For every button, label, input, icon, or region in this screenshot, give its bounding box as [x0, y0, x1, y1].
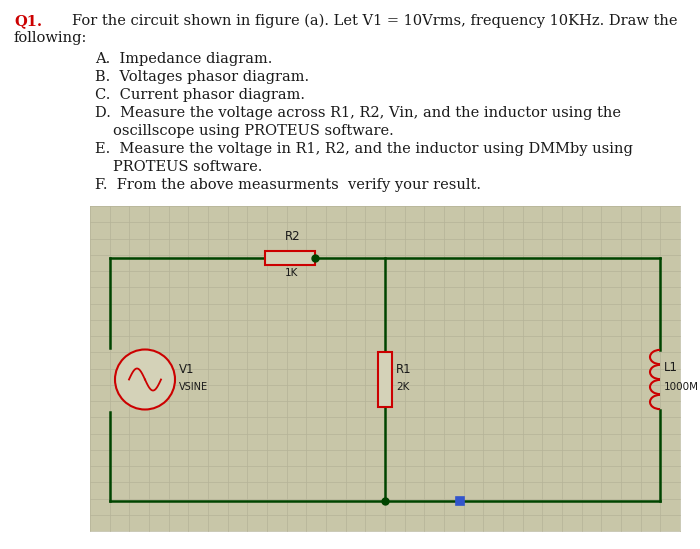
Text: C.  Current phasor diagram.: C. Current phasor diagram.: [95, 88, 305, 102]
Text: Q1.: Q1.: [14, 14, 42, 28]
Text: R2: R2: [285, 231, 300, 244]
Text: D.  Measure the voltage across R1, R2, Vin, and the inductor using the: D. Measure the voltage across R1, R2, Vi…: [95, 106, 621, 120]
Text: E.  Measure the voltage in R1, R2, and the inductor using DMMby using: E. Measure the voltage in R1, R2, and th…: [95, 142, 633, 156]
Text: 2K: 2K: [396, 383, 410, 393]
Text: oscillscope using PROTEUS software.: oscillscope using PROTEUS software.: [113, 124, 393, 138]
Text: R1: R1: [396, 363, 412, 376]
Bar: [378, 352, 392, 407]
Text: 1K: 1K: [285, 268, 298, 278]
Circle shape: [115, 350, 175, 410]
Text: L1: L1: [664, 361, 678, 374]
Text: V1: V1: [179, 363, 195, 376]
Text: For the circuit shown in figure (a). Let V1 = 10Vrms, frequency 10KHz. Draw the: For the circuit shown in figure (a). Let…: [72, 14, 678, 29]
Text: VSINE: VSINE: [179, 383, 208, 393]
Text: PROTEUS software.: PROTEUS software.: [113, 160, 262, 174]
Text: 1000M: 1000M: [664, 383, 699, 393]
Bar: [265, 251, 315, 265]
Bar: [90, 206, 680, 531]
Text: F.  From the above measurments  verify your result.: F. From the above measurments verify you…: [95, 178, 481, 192]
Text: following:: following:: [14, 31, 88, 45]
Text: A.  Impedance diagram.: A. Impedance diagram.: [95, 52, 272, 66]
Text: B.  Voltages phasor diagram.: B. Voltages phasor diagram.: [95, 70, 309, 84]
